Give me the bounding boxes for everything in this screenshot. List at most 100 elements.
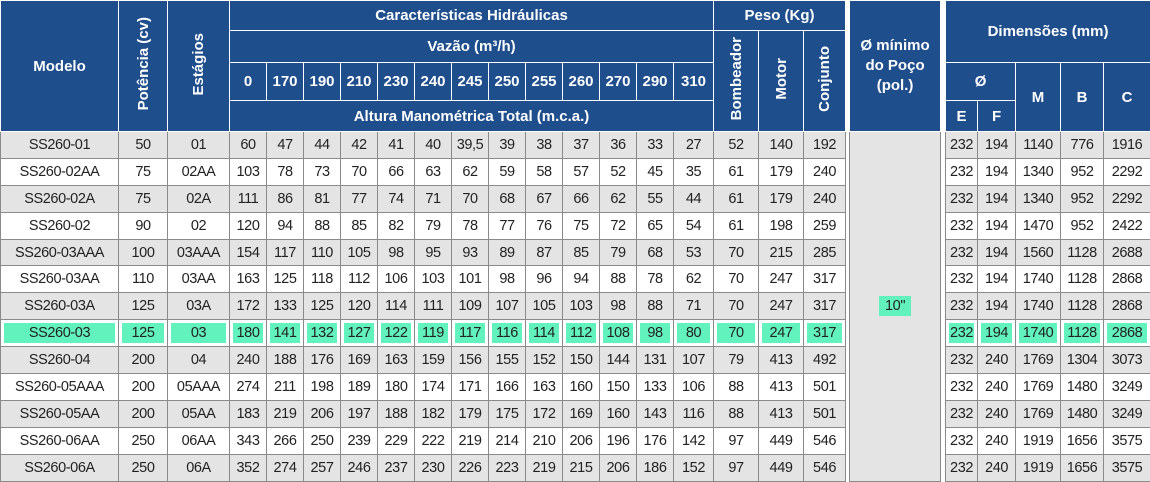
power-header-text: Potência (cv)	[135, 17, 152, 110]
value-cell: 317	[804, 266, 846, 293]
value-cell: 70	[714, 239, 759, 266]
cell-text: 211	[274, 379, 296, 395]
cell-text: 952	[1071, 164, 1094, 180]
cell-text: 52	[728, 137, 743, 153]
value-cell: 194	[978, 132, 1016, 159]
well-diameter-value: 10"	[879, 296, 911, 316]
cell-text: 206	[311, 406, 334, 422]
cell-text: 250	[132, 460, 155, 476]
value-cell: 38	[526, 132, 563, 159]
cell-text: 2868	[1112, 271, 1143, 287]
cell-text: 05AAA	[177, 379, 220, 395]
cell-text: 75	[573, 218, 588, 234]
cell-text: 02	[191, 218, 206, 234]
value-cell: 61	[714, 185, 759, 212]
cell-text: 1340	[1023, 164, 1054, 180]
value-cell: 194	[978, 293, 1016, 320]
flow-value-text: 0	[244, 73, 252, 90]
cell-text: 952	[1071, 191, 1094, 207]
value-cell: 73	[304, 158, 341, 185]
value-cell: 223	[489, 454, 526, 481]
well-header-line: do Poço	[850, 56, 940, 76]
cell-text: 03AA	[182, 271, 216, 287]
value-cell: 1916	[1104, 132, 1150, 159]
cell-text: 156	[459, 352, 482, 368]
cell-text: 54	[686, 218, 701, 234]
cell-text: 63	[425, 164, 440, 180]
value-cell: 109	[452, 293, 489, 320]
cell-text: 352	[237, 460, 260, 476]
cell-text: 172	[237, 298, 260, 314]
value-cell: 247	[759, 293, 804, 320]
cell-text: 125	[132, 298, 155, 314]
cell-text: 1656	[1067, 433, 1098, 449]
cell-text: 120	[237, 218, 260, 234]
flow-value-text: 230	[383, 73, 408, 90]
value-cell: 198	[304, 374, 341, 401]
value-cell: 67	[526, 185, 563, 212]
value-cell: 04	[168, 347, 230, 374]
value-cell: 226	[452, 454, 489, 481]
cell-text: 75	[135, 191, 150, 207]
cell-text: 111	[423, 298, 444, 314]
cell-text: 3575	[1112, 433, 1143, 449]
cell-text: 100	[132, 245, 155, 261]
cell-text: 02AA	[182, 164, 216, 180]
value-cell: 188	[378, 400, 415, 427]
cell-text: 150	[570, 352, 593, 368]
cell-text: 39	[499, 137, 514, 153]
value-cell: 156	[452, 347, 489, 374]
cell-text: 95	[425, 245, 440, 261]
cell-text: 37	[573, 137, 588, 153]
cell-text: 1769	[1023, 379, 1054, 395]
value-cell: 108	[600, 320, 637, 347]
model-cell: SS260-04	[1, 347, 119, 374]
cell-text: 194	[981, 323, 1012, 343]
well-header-line: (pol.)	[850, 76, 940, 96]
value-cell: 194	[978, 185, 1016, 212]
cell-text: 66	[388, 164, 403, 180]
cell-text: 197	[348, 406, 371, 422]
value-cell: 100	[119, 239, 168, 266]
value-cell: 176	[637, 427, 674, 454]
cell-text: 47	[277, 137, 292, 153]
weight-header: Peso (Kg)	[714, 1, 846, 31]
value-cell: 98	[378, 239, 415, 266]
cell-text: 194	[985, 271, 1008, 287]
cell-text: 58	[536, 164, 551, 180]
value-cell: 70	[341, 158, 378, 185]
value-cell: 952	[1061, 158, 1104, 185]
cell-text: 125	[311, 298, 334, 314]
cell-text: 142	[682, 433, 705, 449]
value-cell: 222	[415, 427, 452, 454]
cell-text: SS260-01	[29, 137, 90, 153]
flow-value-text: 245	[457, 73, 482, 90]
value-cell: 42	[341, 132, 378, 159]
value-cell: 03	[168, 320, 230, 347]
cell-text: 108	[603, 323, 633, 343]
cell-text: 194	[985, 137, 1008, 153]
value-cell: 125	[267, 266, 304, 293]
value-cell: 125	[304, 293, 341, 320]
value-cell: 952	[1061, 212, 1104, 239]
value-cell: 200	[119, 374, 168, 401]
value-cell: 3575	[1104, 427, 1150, 454]
value-cell: 98	[600, 293, 637, 320]
value-cell: 116	[489, 320, 526, 347]
cell-text: 38	[536, 137, 551, 153]
cell-text: 2868	[1107, 323, 1147, 343]
value-cell: 206	[600, 454, 637, 481]
c-header-text: C	[1122, 89, 1133, 106]
cell-text: 27	[686, 137, 701, 153]
flow-value-text: 170	[272, 73, 297, 90]
value-cell: 240	[804, 185, 846, 212]
cell-text: 02A	[186, 191, 211, 207]
cell-text: 107	[682, 352, 705, 368]
value-cell: 105	[526, 293, 563, 320]
cell-text: 62	[610, 191, 625, 207]
cell-text: 33	[647, 137, 662, 153]
cell-text: 70	[728, 298, 743, 314]
value-cell: 52	[714, 132, 759, 159]
